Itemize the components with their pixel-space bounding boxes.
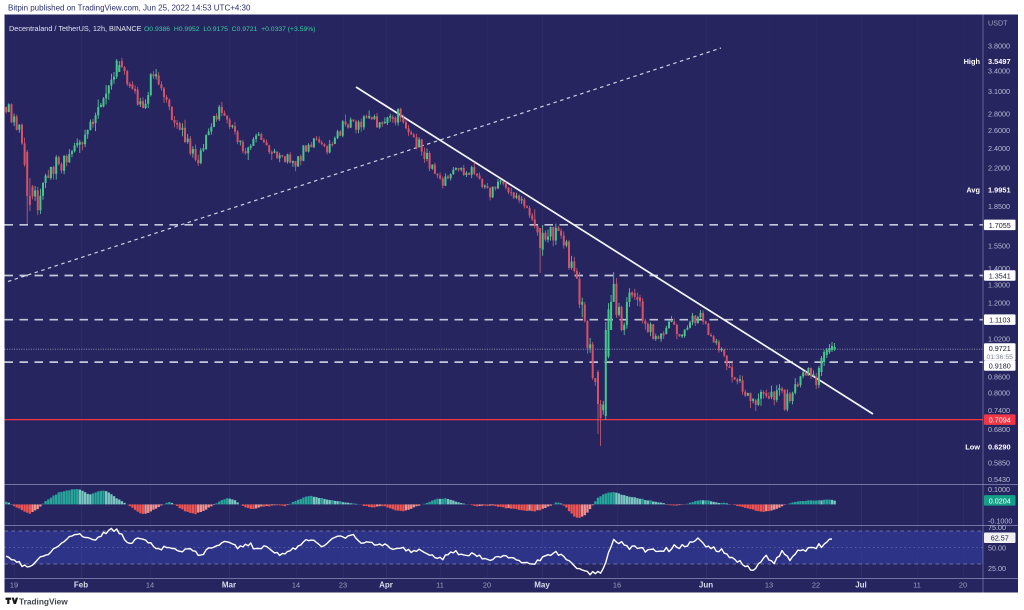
svg-text:Bitpin published on TradingVie: Bitpin published on TradingView.com, Jun… [8,4,251,13]
svg-text:High: High [964,57,981,66]
svg-text:3.8000: 3.8000 [988,42,1010,51]
svg-text:14: 14 [292,581,300,590]
svg-text:01:36:55: 01:36:55 [986,354,1013,361]
svg-text:1.2000: 1.2000 [988,298,1010,307]
svg-text:25.00: 25.00 [988,564,1006,573]
svg-text:O0.9386 H0.9952 L0.9175 C0.: O0.9386 H0.9952 L0.9175 C0.9721 +0.0337 … [144,26,316,33]
svg-text:11: 11 [436,581,444,590]
svg-text:1.4000: 1.4000 [988,264,1010,273]
svg-text:Decentraland / TetherUS, 12h,: Decentraland / TetherUS, 12h, BINANCE [9,24,142,33]
svg-text:1.8500: 1.8500 [988,202,1010,211]
svg-text:62.57: 62.57 [991,534,1009,543]
svg-text:16: 16 [613,581,621,590]
svg-text:0.7094: 0.7094 [989,416,1011,425]
svg-text:0.7400: 0.7400 [988,406,1010,415]
svg-text:75.00: 75.00 [988,523,1006,532]
svg-text:0.9721: 0.9721 [989,344,1011,353]
svg-text:2.6000: 2.6000 [988,126,1010,135]
svg-text:Avg: Avg [966,185,980,194]
svg-text:23: 23 [339,581,347,590]
svg-text:14: 14 [146,581,154,590]
svg-text:1.7055: 1.7055 [989,221,1011,230]
svg-text:3.4000: 3.4000 [988,67,1010,76]
svg-text:3.5497: 3.5497 [988,57,1011,66]
svg-text:22: 22 [812,581,820,590]
svg-text:0.5850: 0.5850 [988,458,1010,467]
svg-text:0.9180: 0.9180 [989,362,1011,371]
svg-text:Apr: Apr [379,581,393,590]
svg-text:Jun: Jun [699,581,713,590]
svg-text:0.0204: 0.0204 [989,496,1011,505]
svg-text:19: 19 [10,581,18,590]
svg-text:TradingView: TradingView [19,596,68,606]
svg-text:0.1000: 0.1000 [988,485,1010,494]
svg-text:1.9951: 1.9951 [988,185,1011,194]
svg-text:Feb: Feb [74,581,88,590]
svg-text:0.8600: 0.8600 [988,373,1010,382]
svg-text:0.6290: 0.6290 [988,442,1011,451]
svg-text:1.0200: 1.0200 [988,335,1010,344]
svg-text:USDT: USDT [988,19,1008,28]
svg-text:0.6800: 0.6800 [988,425,1010,434]
svg-text:3.1000: 3.1000 [988,87,1010,96]
svg-text:13: 13 [765,581,773,590]
svg-text:50.00: 50.00 [988,544,1006,553]
svg-text:2.2000: 2.2000 [988,163,1010,172]
svg-text:2.8000: 2.8000 [988,110,1010,119]
svg-text:May: May [534,581,550,590]
svg-text:0.8000: 0.8000 [988,389,1010,398]
svg-text:2.4000: 2.4000 [988,144,1010,153]
svg-text:Mar: Mar [222,581,236,590]
svg-text:1.3541: 1.3541 [989,272,1011,281]
svg-text:Jul: Jul [855,581,867,590]
svg-text:1.3000: 1.3000 [988,281,1010,290]
svg-text:11: 11 [913,581,921,590]
svg-text:1.5500: 1.5500 [988,242,1010,251]
svg-text:20: 20 [483,581,491,590]
svg-text:-0.1000: -0.1000 [988,517,1012,526]
svg-text:1.1103: 1.1103 [989,316,1010,325]
svg-text:0.5430: 0.5430 [988,475,1010,484]
svg-text:20: 20 [959,581,967,590]
svg-text:Low: Low [965,442,980,451]
